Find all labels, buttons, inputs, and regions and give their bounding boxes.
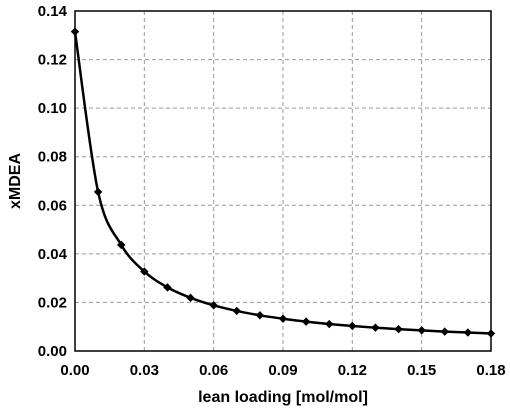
y-tick-label: 0.02 xyxy=(38,294,67,311)
y-axis-title: xMDEA xyxy=(7,153,24,209)
data-point-marker xyxy=(140,267,149,276)
data-point-marker xyxy=(463,328,473,337)
y-tick-label: 0.12 xyxy=(38,52,67,69)
y-tick-label: 0.10 xyxy=(38,100,67,117)
x-axis-title: lean loading [mol/mol] xyxy=(198,389,368,406)
plot-frame xyxy=(74,10,492,352)
x-tick-label: 0.00 xyxy=(60,362,89,379)
x-tick-label: 0.15 xyxy=(407,362,436,379)
data-point-marker xyxy=(232,306,241,316)
x-tick-label: 0.12 xyxy=(338,362,367,379)
y-tick-label: 0.14 xyxy=(38,3,68,20)
x-tick-label: 0.03 xyxy=(130,362,159,379)
data-point-marker xyxy=(93,187,103,197)
x-tick-label: 0.09 xyxy=(268,362,297,379)
tick-labels: 0.00 0.03 0.06 0.09 0.12 0.15 0.18 0.00 0.02 0.04… xyxy=(38,3,506,379)
series-layer xyxy=(70,27,496,338)
data-point-marker xyxy=(440,327,449,336)
data-point-marker xyxy=(255,311,265,320)
data-point-marker xyxy=(325,319,334,329)
x-tick-label: 0.18 xyxy=(476,362,505,379)
data-point-marker xyxy=(209,301,218,310)
grid xyxy=(75,11,491,351)
data-point-marker xyxy=(117,240,126,250)
y-tick-label: 0.08 xyxy=(38,149,67,166)
data-point-marker xyxy=(163,283,172,292)
y-tick-label: 0.06 xyxy=(38,197,67,214)
y-tick-label: 0.04 xyxy=(38,246,68,263)
x-tick-label: 0.06 xyxy=(199,362,228,379)
data-point-marker xyxy=(348,321,357,331)
data-point-marker xyxy=(394,324,403,334)
data-point-marker xyxy=(301,317,311,326)
data-point-marker xyxy=(371,323,380,332)
data-point-marker xyxy=(278,314,288,323)
data-point-marker xyxy=(186,293,195,303)
data-point-marker xyxy=(417,326,426,335)
y-tick-label: 0.00 xyxy=(38,343,67,360)
